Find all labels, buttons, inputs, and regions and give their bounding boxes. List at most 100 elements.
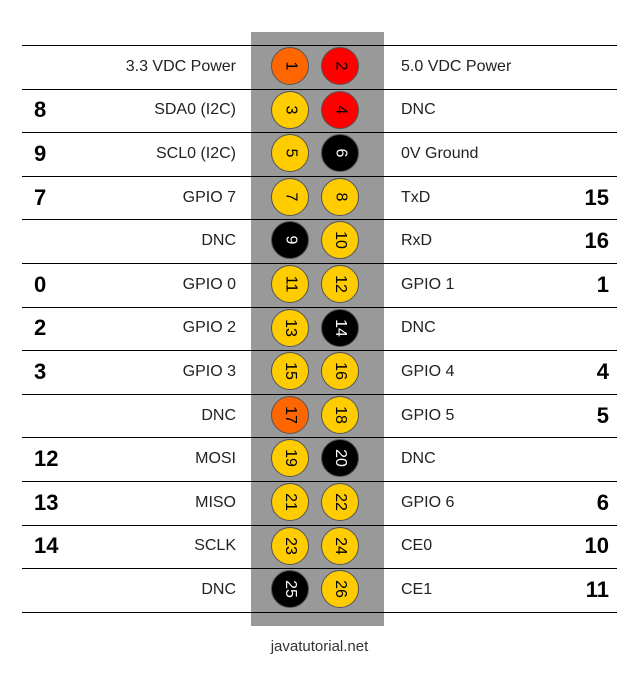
pin-row: DNC 25 26 CE1 11 xyxy=(0,568,639,612)
pin-circle-right: 2 xyxy=(321,47,359,85)
pin-number-right: 14 xyxy=(331,318,349,337)
pin-number-left: 11 xyxy=(281,275,299,293)
wiringpi-number-left: 14 xyxy=(34,533,59,559)
pin-circle-left: 13 xyxy=(271,308,309,347)
pin-circle-left: 9 xyxy=(271,221,309,260)
pin-circle-right: 6 xyxy=(321,134,359,173)
wiringpi-number-left: 8 xyxy=(34,97,47,123)
pin-circle-right: 26 xyxy=(321,570,359,609)
pin-number-left: 15 xyxy=(281,362,299,381)
wiringpi-number-right: 1 xyxy=(596,271,609,297)
pin-function-right: CE0 xyxy=(401,537,433,555)
pin-circle-left: 23 xyxy=(271,526,309,565)
row-separator xyxy=(22,481,617,482)
pin-number-right: 4 xyxy=(332,105,349,115)
row-separator xyxy=(22,393,617,395)
pin-circle-left: 1 xyxy=(271,47,309,85)
pin-number-right: 10 xyxy=(331,231,349,250)
wiringpi-number-left: 13 xyxy=(34,489,59,515)
footer-credit: javatutorial.net xyxy=(270,638,369,655)
pin-function-right: DNC xyxy=(401,101,436,119)
pin-number-right: 12 xyxy=(331,275,349,293)
row-separator xyxy=(22,306,617,308)
pin-function-left: SCLK xyxy=(194,537,236,555)
pin-circle-right: 10 xyxy=(321,221,359,260)
pin-number-right: 18 xyxy=(331,405,349,424)
pin-function-left: DNC xyxy=(201,232,236,250)
pin-function-right: GPIO 5 xyxy=(401,406,455,424)
pin-circle-left: 11 xyxy=(271,265,309,303)
pin-function-right: 5.0 VDC Power xyxy=(401,57,512,75)
pin-number-left: 3 xyxy=(282,105,299,115)
wiringpi-number-right: 16 xyxy=(584,228,609,254)
wiringpi-number-right: 15 xyxy=(584,184,609,210)
pin-number-right: 6 xyxy=(332,148,349,158)
pin-function-left: 3.3 VDC Power xyxy=(125,57,236,75)
pin-function-left: GPIO 3 xyxy=(182,362,236,380)
pin-number-right: 8 xyxy=(332,192,349,202)
wiringpi-number-left: 9 xyxy=(34,140,47,166)
pin-row: 3.3 VDC Power 1 2 5.0 VDC Power xyxy=(0,45,639,89)
row-separator xyxy=(22,524,617,526)
pin-function-right: RxD xyxy=(401,232,433,250)
wiringpi-number-right: 5 xyxy=(596,402,609,428)
pin-row: 0 GPIO 0 11 12 GPIO 1 1 xyxy=(0,263,639,307)
pin-function-left: SDA0 (I2C) xyxy=(154,101,236,119)
pin-number-left: 23 xyxy=(281,536,299,555)
pin-row: 3 GPIO 3 15 16 GPIO 4 4 xyxy=(0,350,639,394)
row-separator xyxy=(22,568,617,570)
pin-circle-right: 4 xyxy=(321,90,359,129)
pin-circle-left: 19 xyxy=(271,439,309,478)
pin-function-left: GPIO 2 xyxy=(182,319,236,337)
pin-function-right: 0V Ground xyxy=(401,144,479,162)
pin-number-left: 13 xyxy=(281,318,299,337)
wiringpi-number-right: 10 xyxy=(584,533,609,559)
pin-function-right: GPIO 6 xyxy=(401,493,455,511)
pin-circle-right: 20 xyxy=(321,439,359,478)
pin-number-right: 26 xyxy=(331,580,349,599)
row-separator xyxy=(22,350,617,352)
pin-row: 12 MOSI 19 20 DNC xyxy=(0,437,639,481)
pin-number-left: 7 xyxy=(282,192,299,202)
pin-number-left: 9 xyxy=(282,235,299,245)
pin-row: DNC 17 18 GPIO 5 5 xyxy=(0,394,639,438)
pin-row: 13 MISO 21 22 GPIO 6 6 xyxy=(0,481,639,525)
pin-row: 9 SCL0 (I2C) 5 6 0V Ground xyxy=(0,132,639,176)
pin-circle-left: 5 xyxy=(271,134,309,173)
pin-function-left: MOSI xyxy=(195,450,236,468)
pin-circle-right: 18 xyxy=(321,395,359,434)
pin-number-left: 21 xyxy=(281,493,299,511)
pin-number-right: 20 xyxy=(331,449,349,468)
pin-function-left: DNC xyxy=(201,580,236,598)
wiringpi-number-left: 3 xyxy=(34,358,47,384)
pin-function-left: MISO xyxy=(195,493,236,511)
pin-function-left: DNC xyxy=(201,406,236,424)
pin-circle-left: 17 xyxy=(271,395,309,434)
pin-circle-left: 3 xyxy=(271,90,309,129)
pin-function-left: GPIO 7 xyxy=(182,188,236,206)
wiringpi-number-left: 0 xyxy=(34,271,47,297)
wiringpi-number-right: 4 xyxy=(596,358,609,384)
pin-row: 8 SDA0 (I2C) 3 4 DNC xyxy=(0,89,639,133)
pin-number-left: 25 xyxy=(281,580,299,599)
pin-circle-left: 21 xyxy=(271,483,309,521)
pin-row: DNC 9 10 RxD 16 xyxy=(0,219,639,263)
pin-number-left: 1 xyxy=(282,61,299,71)
row-separator xyxy=(22,263,617,264)
pin-number-right: 16 xyxy=(331,362,349,381)
pin-number-right: 2 xyxy=(332,61,349,71)
pin-circle-left: 15 xyxy=(271,352,309,391)
pin-function-right: GPIO 4 xyxy=(401,362,455,380)
wiringpi-number-left: 2 xyxy=(34,315,47,341)
pin-function-left: SCL0 (I2C) xyxy=(155,144,236,162)
wiringpi-number-left: 7 xyxy=(34,184,47,210)
pin-row: 7 GPIO 7 7 8 TxD 15 xyxy=(0,176,639,220)
pin-circle-right: 8 xyxy=(321,177,359,216)
pin-function-right: TxD xyxy=(401,188,431,206)
wiringpi-number-right: 6 xyxy=(596,489,609,515)
pin-function-left: GPIO 0 xyxy=(182,275,236,293)
row-separator xyxy=(22,437,617,439)
pin-circle-right: 16 xyxy=(321,352,359,391)
pin-function-right: CE1 xyxy=(401,580,433,598)
